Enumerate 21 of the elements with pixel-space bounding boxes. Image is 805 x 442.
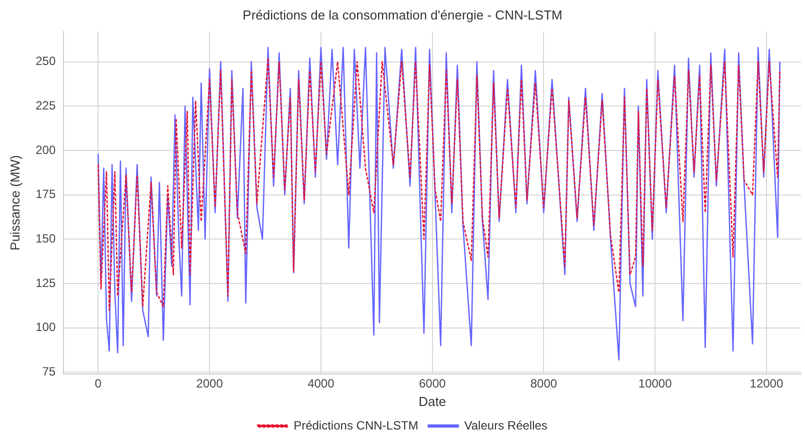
x-tick-label: 10000	[638, 376, 672, 391]
x-tick-label: 4000	[308, 376, 335, 391]
legend-label: Prédictions CNN-LSTM	[294, 418, 418, 432]
y-tick-label: 175	[36, 187, 56, 202]
y-tick-label: 75	[42, 364, 56, 379]
x-axis-title: Date	[418, 394, 446, 409]
y-tick-label: 125	[36, 276, 56, 290]
x-tick-label: 8000	[530, 376, 558, 391]
y-tick-label: 225	[36, 98, 56, 112]
x-tick-label: 6000	[418, 376, 446, 391]
y-tick-label: 200	[36, 142, 56, 157]
y-tick-label: 250	[36, 54, 56, 68]
x-tick-label: 2000	[196, 376, 224, 391]
chart-title: Prédictions de la consommation d'énergie - CNN-LSTM	[242, 7, 562, 22]
legend-label: Valeurs Réelles	[464, 418, 548, 432]
x-tick-label: 12000	[750, 376, 784, 391]
y-tick-label: 100	[36, 320, 56, 334]
y-axis-title: Puissance (MW)	[7, 155, 22, 250]
line-series	[98, 58, 780, 311]
x-tick-label: 0	[94, 376, 102, 391]
y-tick-label: 150	[36, 231, 56, 246]
